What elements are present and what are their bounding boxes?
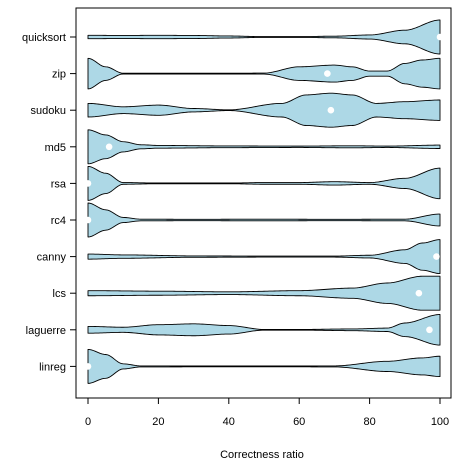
x-tick-label: 0 — [85, 416, 91, 428]
x-axis-label: Correctness ratio — [220, 449, 304, 461]
y-tick-label-zip: zip — [52, 69, 66, 81]
y-tick-label-sudoku: sudoku — [31, 105, 66, 117]
median-dot-linreg — [84, 363, 92, 370]
median-dot-canny — [433, 253, 440, 260]
y-tick-label-lcs: lcs — [53, 288, 67, 300]
violins-group — [84, 19, 444, 384]
violin-rc4 — [87, 202, 441, 238]
x-tick-label: 60 — [293, 416, 305, 428]
y-tick-label-md5: md5 — [45, 142, 66, 154]
plot-frame — [75, 7, 452, 399]
y-tick-label-rc4: rc4 — [51, 215, 66, 227]
median-dot-quicksort — [436, 33, 444, 41]
y-axis: quicksort zip sudoku md5 rsa rc4 canny lcs lague… — [22, 32, 76, 373]
violin-zip — [87, 57, 441, 90]
x-tick-label: 20 — [152, 416, 164, 428]
violin-quicksort — [87, 19, 441, 55]
y-tick-label-rsa: rsa — [51, 178, 67, 190]
violin-rsa — [87, 165, 441, 201]
violin-md5 — [87, 129, 441, 165]
y-tick-label-linreg: linreg — [39, 361, 66, 373]
violin-linreg — [87, 348, 441, 384]
violin-canny — [87, 239, 441, 275]
violin-laguerre — [87, 314, 441, 346]
violin-lcs — [87, 275, 441, 311]
y-tick-label-canny: canny — [37, 252, 67, 264]
median-dot-md5 — [105, 143, 113, 151]
median-dot-laguerre — [426, 326, 433, 334]
median-dot-rsa — [84, 180, 92, 187]
y-tick-label-laguerre: laguerre — [26, 325, 66, 337]
violin-sudoku — [87, 92, 441, 128]
x-tick-label: 100 — [431, 416, 449, 428]
x-axis: 0 20 40 60 80 100 — [85, 398, 449, 428]
median-dot-sudoku — [327, 106, 335, 114]
median-dot-rc4 — [84, 216, 92, 224]
median-dot-lcs — [415, 289, 423, 297]
median-dot-zip — [324, 70, 331, 77]
x-tick-label: 80 — [363, 416, 375, 428]
y-tick-label-quicksort: quicksort — [22, 32, 66, 44]
x-tick-label: 40 — [223, 416, 235, 428]
